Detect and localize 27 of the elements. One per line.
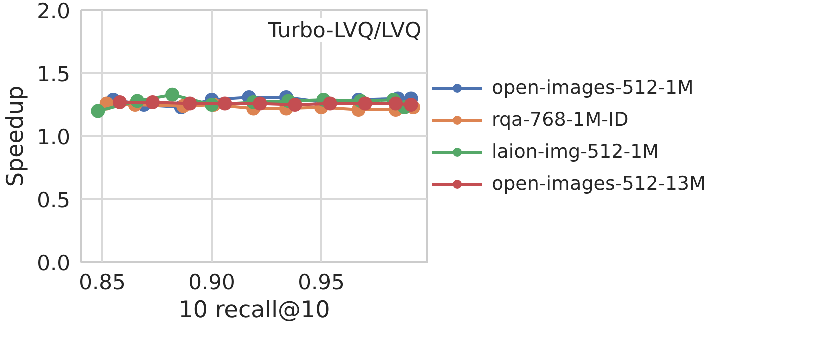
legend-label: laion-img-512-1M [492, 141, 660, 163]
chart-title: Turbo-LVQ/LVQ [267, 18, 422, 42]
y-axis-title: Speedup [3, 86, 30, 188]
point [253, 96, 268, 111]
legend-label: open-images-512-1M [492, 77, 694, 99]
legend-label: open-images-512-13M [492, 173, 706, 195]
point [404, 98, 418, 112]
point [146, 95, 160, 110]
legend-label: rqa-768-1M-ID [492, 109, 629, 131]
x-tick-label: 0.90 [188, 270, 236, 294]
point [91, 104, 106, 118]
point [358, 96, 372, 111]
y-tick-label: 0.5 [37, 188, 71, 212]
y-tick-label: 1.5 [37, 62, 71, 86]
point [323, 96, 338, 111]
y-tick-label: 0.0 [37, 252, 71, 276]
y-tick-label: 2.0 [37, 0, 71, 24]
point [183, 96, 198, 111]
point [288, 98, 302, 112]
point [388, 96, 403, 111]
x-axis-title: 10 recall@10 [178, 298, 330, 324]
y-tick-label: 1.0 [37, 126, 71, 150]
point [166, 88, 180, 102]
point [218, 96, 232, 111]
point [113, 95, 128, 110]
x-tick-label: 0.95 [298, 270, 345, 294]
x-tick-label: 0.85 [79, 270, 126, 294]
